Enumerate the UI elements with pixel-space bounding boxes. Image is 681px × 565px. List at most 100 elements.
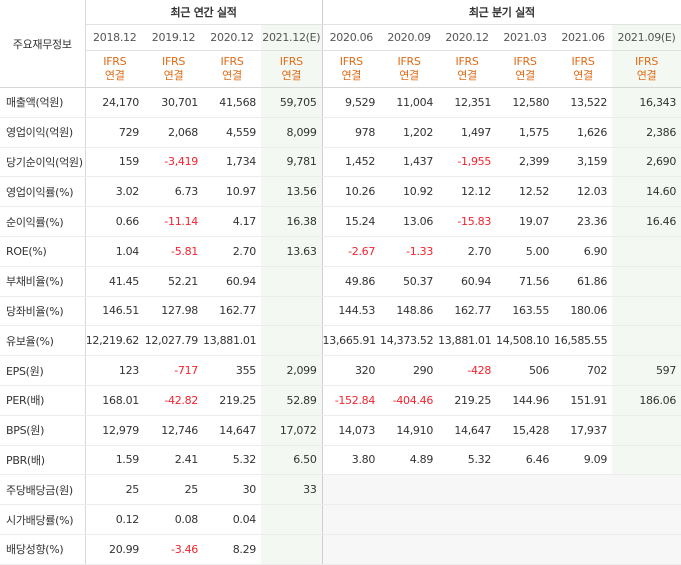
value-cell: 5.00: [496, 236, 555, 267]
value-cell: 506: [496, 355, 555, 386]
value-cell: 1,437: [380, 147, 439, 178]
period-header: 2021.06: [554, 24, 613, 51]
table-row: 유보율(%) 12,219.62 12,027.79 13,881.01 13,665.…: [0, 325, 681, 357]
row-label: 영업이익(억원): [0, 117, 86, 148]
value-cell: [261, 296, 323, 327]
value-cell: 123: [85, 355, 144, 386]
accounting-basis-header: IFRS 연결: [203, 50, 261, 88]
value-cell: [612, 415, 681, 446]
table-row: 시가배당률(%) 0.12 0.08 0.04: [0, 504, 681, 535]
table-row: 주당배당금(원) 25 25 30 33: [0, 474, 681, 506]
value-cell: [612, 265, 681, 297]
value-cell: 0.66: [85, 206, 144, 237]
value-cell: [380, 504, 439, 535]
value-cell: 2,399: [496, 147, 555, 178]
value-cell: 17,937: [554, 415, 613, 446]
row-label: PER(배): [0, 385, 86, 416]
value-cell: 23.36: [554, 206, 613, 237]
value-cell: 0.12: [85, 504, 144, 535]
value-cell: [261, 325, 323, 357]
value-cell: 12,580: [496, 87, 555, 118]
value-cell: 12,219.62: [85, 325, 144, 357]
period-header: 2020.12: [438, 24, 497, 51]
table-row: EPS(원) 123 -717 355 2,099 320 290 -428 506 702 597: [0, 355, 681, 386]
value-cell: -2.67: [322, 236, 381, 267]
value-cell: [554, 534, 613, 565]
value-cell: [496, 474, 555, 506]
row-label: 유보율(%): [0, 325, 86, 357]
period-header: 2020.06: [322, 24, 381, 51]
value-cell: -428: [438, 355, 497, 386]
consolidated-label: 연결: [399, 69, 419, 82]
value-cell: 14,910: [380, 415, 439, 446]
consolidated-label: 연결: [636, 69, 657, 82]
value-cell: 13,881.01: [203, 325, 261, 357]
value-cell: 41,568: [203, 87, 261, 118]
value-cell: 50.37: [380, 265, 439, 297]
accounting-basis-header: IFRS 연결: [496, 50, 555, 88]
value-cell: 16.46: [612, 206, 681, 237]
value-cell: 0.04: [203, 504, 261, 535]
table-row: 영업이익률(%) 3.02 6.73 10.97 13.56 10.26 10.92 12.1…: [0, 176, 681, 208]
value-cell: 144.96: [496, 385, 555, 416]
value-cell: 12,746: [144, 415, 203, 446]
ifrs-label: IFRS: [397, 55, 421, 68]
value-cell: 186.06: [612, 385, 681, 416]
value-cell: -3.46: [144, 534, 203, 565]
value-cell: 2,068: [144, 117, 203, 148]
value-cell: 2.70: [203, 236, 261, 267]
ifrs-label: IFRS: [635, 55, 659, 68]
value-cell: 355: [203, 355, 261, 386]
value-cell: 163.55: [496, 296, 555, 327]
value-cell: 1,734: [203, 147, 261, 178]
value-cell: 1,626: [554, 117, 613, 148]
accounting-basis-header: IFRS 연결: [612, 50, 681, 88]
table-row: 영업이익(억원) 729 2,068 4,559 8,099 978 1,202 1,497 1…: [0, 117, 681, 148]
value-cell: 290: [380, 355, 439, 386]
value-cell: 12.12: [438, 176, 497, 208]
consolidated-label: 연결: [341, 69, 362, 82]
value-cell: 15,428: [496, 415, 555, 446]
table-row: 매출액(억원) 24,170 30,701 41,568 59,705 9,529 11,0…: [0, 87, 681, 118]
period-header: 2020.09: [380, 24, 439, 51]
value-cell: 8,099: [261, 117, 323, 148]
accounting-basis-header: IFRS 연결: [261, 50, 323, 88]
value-cell: 14,647: [203, 415, 261, 446]
accounting-basis-header: IFRS 연결: [438, 50, 497, 88]
value-cell: 60.94: [438, 265, 497, 297]
value-cell: -404.46: [380, 385, 439, 416]
value-cell: [438, 504, 497, 535]
value-cell: 14.60: [612, 176, 681, 208]
row-label: 부채비율(%): [0, 265, 86, 297]
table-row: 당좌비율(%) 146.51 127.98 162.77 144.53 148.86 162…: [0, 296, 681, 327]
value-cell: 41.45: [85, 265, 144, 297]
table-row: PBR(배) 1.59 2.41 5.32 6.50 3.80 4.89 5.32 6.46 9.…: [0, 445, 681, 476]
value-cell: 5.32: [203, 445, 261, 476]
consolidated-label: 연결: [457, 69, 477, 82]
value-cell: 16,343: [612, 87, 681, 118]
value-cell: 6.90: [554, 236, 613, 267]
value-cell: [261, 534, 323, 565]
value-cell: 1,452: [322, 147, 381, 178]
row-label: 시가배당률(%): [0, 504, 86, 535]
value-cell: 14,373.52: [380, 325, 439, 357]
value-cell: -5.81: [144, 236, 203, 267]
value-cell: 19.07: [496, 206, 555, 237]
value-cell: 12,979: [85, 415, 144, 446]
value-cell: 2.41: [144, 445, 203, 476]
period-header-estimate: 2021.12(E): [261, 24, 323, 51]
value-cell: 702: [554, 355, 613, 386]
value-cell: 4.17: [203, 206, 261, 237]
value-cell: 151.91: [554, 385, 613, 416]
value-cell: -717: [144, 355, 203, 386]
value-cell: [380, 534, 439, 565]
value-cell: 13.63: [261, 236, 323, 267]
value-cell: 49.86: [322, 265, 381, 297]
value-cell: [322, 504, 381, 535]
value-cell: -1.33: [380, 236, 439, 267]
value-cell: 148.86: [380, 296, 439, 327]
value-cell: 15.24: [322, 206, 381, 237]
value-cell: -3,419: [144, 147, 203, 178]
ifrs-label: IFRS: [571, 55, 595, 68]
